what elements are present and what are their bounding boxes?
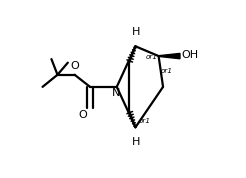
Text: or1: or1 [161, 68, 173, 74]
Text: OH: OH [181, 50, 199, 60]
Text: or1: or1 [145, 54, 157, 60]
Text: N: N [112, 88, 121, 98]
Text: O: O [78, 110, 87, 120]
Text: or1: or1 [139, 118, 151, 124]
Text: H: H [132, 137, 140, 146]
Text: H: H [132, 27, 140, 37]
Polygon shape [159, 53, 180, 59]
Text: O: O [71, 61, 79, 71]
